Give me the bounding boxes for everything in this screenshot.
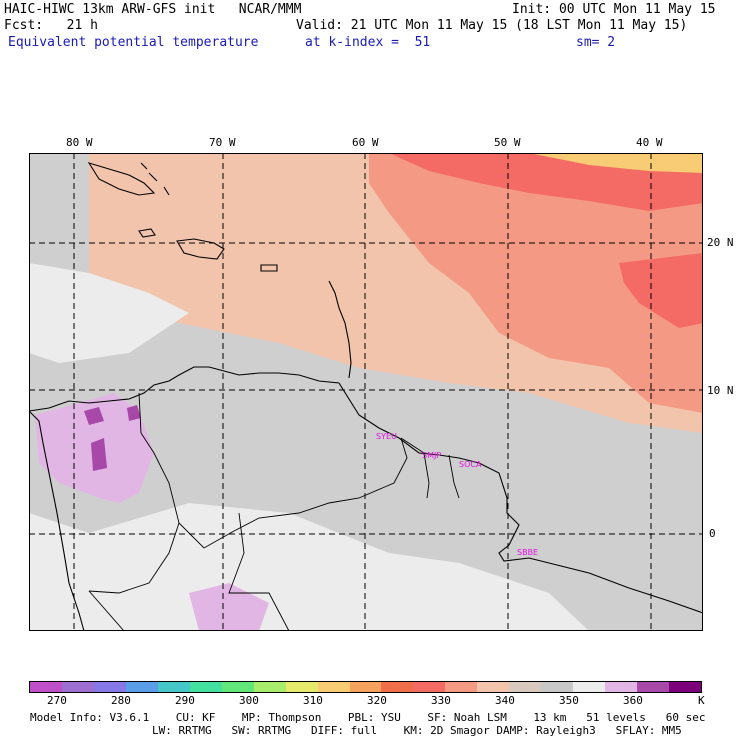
colorbar-segment-19 bbox=[637, 682, 670, 692]
colorbar-label-310: 310 bbox=[303, 694, 323, 707]
station-smjp: SMJP bbox=[422, 451, 442, 460]
forecast-hour: Fcst: 21 h bbox=[4, 18, 98, 33]
station-syeu: SYEU bbox=[376, 432, 397, 441]
init-time: Init: 00 UTC Mon 11 May 15 bbox=[512, 2, 716, 17]
purple-core-2 bbox=[91, 438, 107, 471]
lon-label-80w: 80 W bbox=[66, 136, 93, 149]
lat-label-10n: 10 N bbox=[707, 384, 734, 397]
colorbar-segment-16 bbox=[541, 682, 574, 692]
red-patch-east bbox=[619, 253, 703, 328]
colorbar-segment-20 bbox=[669, 682, 702, 692]
purple-core-1 bbox=[84, 407, 104, 425]
lon-label-60w: 60 W bbox=[352, 136, 379, 149]
lat-label-20n: 20 N bbox=[707, 236, 734, 249]
border-venezuela-brazil bbox=[138, 392, 408, 549]
colorbar-segment-17 bbox=[573, 682, 606, 692]
puerto-rico bbox=[260, 264, 278, 272]
lavender-patch-south bbox=[189, 583, 269, 631]
jamaica bbox=[138, 228, 156, 238]
colorbar-segment-1 bbox=[61, 682, 94, 692]
colorbar-label-360: 360 bbox=[623, 694, 643, 707]
colorbar-segment-2 bbox=[93, 682, 126, 692]
valid-time: Valid: 21 UTC Mon 11 May 15 (18 LST Mon … bbox=[296, 18, 688, 33]
map-frame bbox=[29, 153, 703, 631]
colorbar-segment-5 bbox=[189, 682, 222, 692]
border-colombia-south bbox=[88, 522, 180, 594]
colorbar-segment-12 bbox=[413, 682, 446, 692]
station-soca: SOCA bbox=[459, 460, 482, 469]
colorbar-label-270: 270 bbox=[47, 694, 67, 707]
white-region bbox=[29, 503, 589, 631]
border-peru bbox=[88, 590, 125, 631]
model-info: Model Info: V3.6.1 CU: KF MP: Thompson P… bbox=[30, 711, 706, 724]
level-info: at k-index = 51 bbox=[305, 35, 431, 50]
colorbar-segment-8 bbox=[285, 682, 318, 692]
theta-e-map: SYEU SMJP SOCA SBBE bbox=[29, 153, 703, 631]
physics-info: LW: RRTMG SW: RRTMG DIFF: full KM: 2D Sm… bbox=[152, 724, 682, 737]
colorbar-segment-7 bbox=[253, 682, 286, 692]
border-suriname-fguiana bbox=[448, 454, 460, 499]
colorbar-label-330: 330 bbox=[431, 694, 451, 707]
field-name: Equivalent potential temperature bbox=[8, 35, 259, 50]
smoothing-info: sm= 2 bbox=[576, 35, 616, 50]
coastlines bbox=[29, 162, 703, 631]
orange-patch bbox=[529, 153, 703, 173]
white-patch-north bbox=[29, 263, 189, 363]
colorbar-label-320: 320 bbox=[367, 694, 387, 707]
purple-core-3 bbox=[127, 405, 141, 421]
colorbar-segment-10 bbox=[349, 682, 382, 692]
lesser-antilles bbox=[328, 280, 352, 379]
colorbar-segment-15 bbox=[509, 682, 542, 692]
station-sbbe: SBBE bbox=[517, 548, 539, 557]
south-america-west-coast bbox=[29, 410, 85, 631]
colorbar-segment-14 bbox=[477, 682, 510, 692]
model-title: HAIC-HIWC 13km ARW-GFS init NCAR/MMM bbox=[4, 2, 302, 17]
bahamas bbox=[140, 162, 170, 196]
cuba bbox=[87, 162, 156, 196]
colorbar-segment-13 bbox=[445, 682, 478, 692]
lon-label-40w: 40 W bbox=[636, 136, 663, 149]
border-guyana-suriname bbox=[400, 437, 430, 499]
colorbar-label-300: 300 bbox=[239, 694, 259, 707]
colorbar-segment-0 bbox=[30, 682, 62, 692]
colorbar-label-350: 350 bbox=[559, 694, 579, 707]
colorbar bbox=[29, 681, 702, 693]
lon-label-70w: 70 W bbox=[209, 136, 236, 149]
colorbar-segment-3 bbox=[125, 682, 158, 692]
map-canvas bbox=[29, 153, 703, 631]
salmon-region bbox=[369, 153, 703, 413]
lat-lon-grid bbox=[29, 153, 703, 631]
colorbar-label-280: 280 bbox=[111, 694, 131, 707]
colorbar-segment-6 bbox=[221, 682, 254, 692]
lat-label-0: 0 bbox=[709, 527, 716, 540]
hispaniola bbox=[176, 238, 225, 260]
south-america-coast bbox=[29, 366, 703, 614]
colorbar-segment-4 bbox=[157, 682, 190, 692]
colorbar-segment-18 bbox=[605, 682, 638, 692]
country-borders bbox=[88, 392, 460, 631]
colorbar-label-290: 290 bbox=[175, 694, 195, 707]
border-interior bbox=[228, 512, 290, 631]
colorbar-unit: K bbox=[698, 694, 705, 707]
colorbar-label-340: 340 bbox=[495, 694, 515, 707]
colorbar-segment-9 bbox=[317, 682, 350, 692]
lon-label-50w: 50 W bbox=[494, 136, 521, 149]
colorbar-segment-11 bbox=[381, 682, 414, 692]
